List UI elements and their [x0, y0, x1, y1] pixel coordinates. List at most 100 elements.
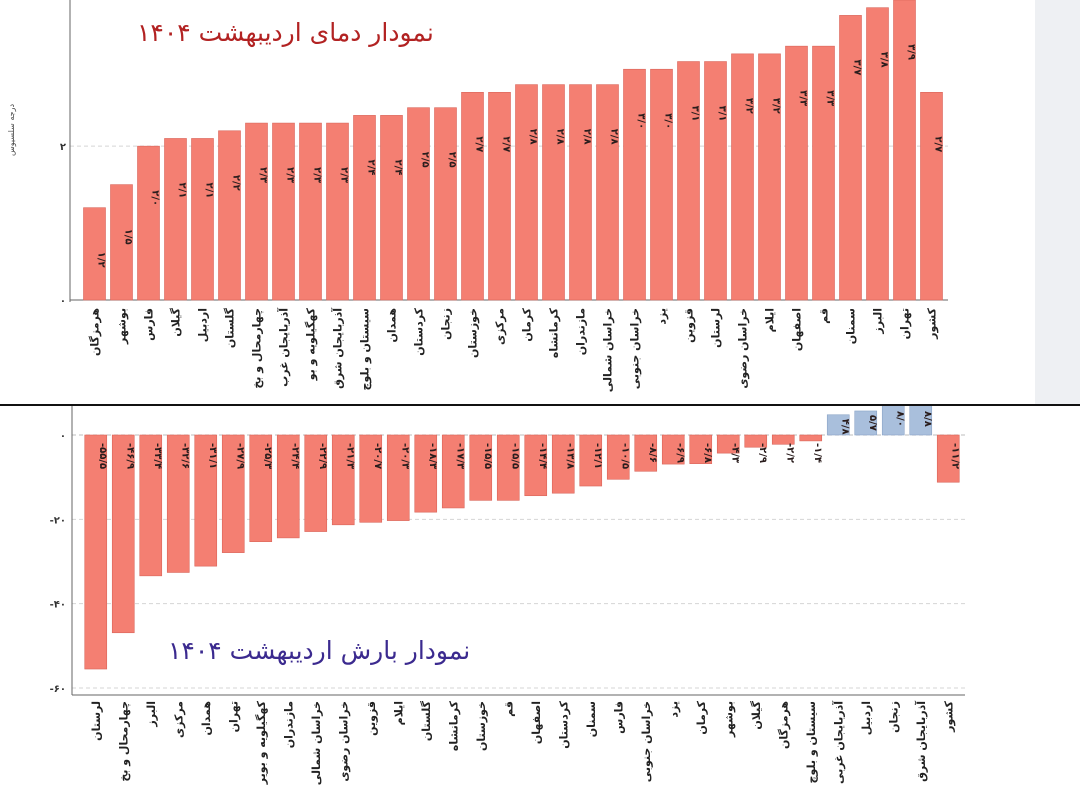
bar-10: [359, 434, 383, 523]
bar-31: [920, 92, 943, 301]
category-label-23: لرستان: [710, 308, 723, 348]
precipitation-chart-title: نمودار بارش اردیبهشت ۱۴۰۴: [168, 636, 471, 665]
bar-23: [704, 61, 727, 301]
bar-27: [826, 414, 850, 436]
bar-value-label-18: -۱۲/۱: [592, 443, 603, 469]
bar-23: [716, 434, 740, 454]
bar-value-label-7: -۲۴/۴: [289, 443, 300, 469]
bar-value-label-9: ۲/۳: [339, 167, 350, 183]
bar-value-label-12: -۱۸/۳: [427, 443, 438, 469]
bar-value-label-10: -۲۰/۷: [372, 443, 383, 469]
bar-6: [249, 434, 273, 542]
y-tick-label-1: ۲: [60, 142, 66, 153]
y-tick-label-3: -۶۰: [50, 684, 66, 695]
category-label-3: مرکزی: [172, 701, 185, 738]
bar-2: [139, 434, 163, 577]
bar-8: [304, 434, 328, 532]
category-label-16: کرمان: [521, 307, 534, 341]
bar-4: [194, 434, 218, 567]
bar-value-label-9: -۲۱/۳: [344, 443, 355, 469]
category-label-4: همدان: [200, 701, 213, 736]
category-label-6: چهارمحال و بخ: [251, 308, 264, 389]
bar-value-label-30: ۸/۸: [922, 411, 933, 427]
bar-10: [353, 115, 376, 301]
bar-value-label-13: -۱۷/۳: [454, 443, 465, 469]
bar-5: [221, 434, 245, 553]
precipitation-chart-panel: ۰ -۲۰ -۴۰ -۶۰ -۵۵/۵ لرستان -۴۶/۹ چهارمحال و بخ -…: [0, 405, 1080, 810]
bar-value-label-4: ۲/۱: [204, 183, 215, 199]
category-label-25: هرمزگان: [777, 701, 790, 749]
bar-value-label-26: -۱/۴: [812, 443, 823, 463]
bar-28: [854, 410, 878, 436]
bar-value-label-14: ۲/۷: [474, 136, 485, 152]
bar-7: [272, 122, 295, 301]
bar-4: [191, 138, 214, 301]
bar-value-label-24: ۳/۲: [744, 98, 755, 114]
bar-17: [551, 434, 575, 494]
bar-value-label-28: ۳/۷: [852, 59, 863, 75]
category-label-25: ایلام: [764, 308, 777, 332]
bar-18: [579, 434, 603, 487]
temperature-chart-svg: ۰ ۲ درجه سلسیوس ۱/۲ هرمزگان ۱/۵ بوشهر ۲/۰ فارس ۲/…: [7, 0, 948, 392]
bar-value-label-11: ۲/۴: [393, 159, 404, 175]
y-axis-label: درجه سلسیوس: [7, 104, 16, 156]
category-label-1: چهارمحال و بخ: [117, 701, 130, 782]
bar-value-label-1: -۴۶/۹: [124, 443, 135, 469]
category-label-24: خراسان رضوی: [737, 308, 750, 389]
bar-30: [893, 0, 916, 301]
category-label-21: یزد: [656, 308, 669, 325]
bar-26: [785, 45, 808, 301]
bar-value-label-5: -۲۷/۹: [234, 443, 245, 469]
bar-28: [839, 15, 862, 301]
bar-value-label-14: -۱۵/۵: [482, 443, 493, 469]
bar-value-label-0: -۵۵/۵: [97, 443, 108, 469]
category-label-12: گلستان: [420, 700, 433, 741]
bar-2: [137, 145, 160, 301]
bar-value-label-6: -۲۵/۳: [262, 443, 273, 469]
bar-20: [623, 68, 646, 301]
bar-value-label-15: ۲/۷: [501, 136, 512, 152]
bar-21: [650, 68, 673, 301]
category-label-3: گیلان: [170, 307, 183, 336]
category-label-7: آذربایجان غرب: [277, 308, 291, 387]
bar-0: [83, 207, 106, 301]
bar-30: [909, 405, 933, 436]
category-label-11: همدان: [386, 308, 399, 343]
bar-25: [771, 434, 795, 445]
bar-24: [744, 434, 768, 448]
bar-value-label-8: ۲/۳: [312, 167, 323, 183]
category-label-31: کشور: [926, 307, 939, 339]
category-label-7: مازندران: [282, 701, 295, 748]
bar-value-label-29: ۸/۰: [894, 411, 905, 427]
category-label-10: قزوین: [365, 701, 378, 736]
bar-31: [936, 434, 960, 483]
bar-value-label-15: -۱۵/۵: [509, 443, 520, 469]
bar-7: [276, 434, 300, 539]
category-label-11: ایلام: [392, 701, 405, 725]
temperature-chart-title: نمودار دمای اردیبهشت ۱۴۰۴: [137, 18, 434, 47]
bar-16: [524, 434, 548, 497]
bar-11: [380, 115, 403, 301]
bar-value-label-23: ۳/۱: [717, 106, 728, 122]
category-label-29: زنجان: [887, 701, 900, 733]
bar-value-label-0: ۱/۲: [96, 252, 107, 268]
category-label-31: کشور: [942, 700, 955, 732]
category-label-28: سمنان: [845, 308, 858, 344]
bar-value-label-16: -۱۴/۴: [537, 443, 548, 469]
bar-0: [84, 434, 108, 670]
bar-26: [799, 434, 823, 442]
category-label-19: فارس: [612, 701, 625, 734]
bar-value-label-3: ۲/۱: [177, 183, 188, 199]
bar-9: [326, 122, 349, 301]
category-label-16: اصفهان: [530, 701, 543, 744]
category-label-22: کرمان: [695, 700, 708, 734]
bar-16: [515, 84, 538, 301]
bar-24: [731, 53, 754, 301]
bar-value-label-2: ۲/۰: [150, 190, 161, 206]
bar-27: [812, 45, 835, 301]
category-label-20: خراسان جنوبی: [640, 701, 653, 782]
bar-value-label-4: -۳۱/۱: [207, 443, 218, 469]
bar-18: [569, 84, 592, 301]
bar-19: [596, 84, 619, 301]
bar-value-label-27: ۴/۸: [839, 419, 850, 435]
